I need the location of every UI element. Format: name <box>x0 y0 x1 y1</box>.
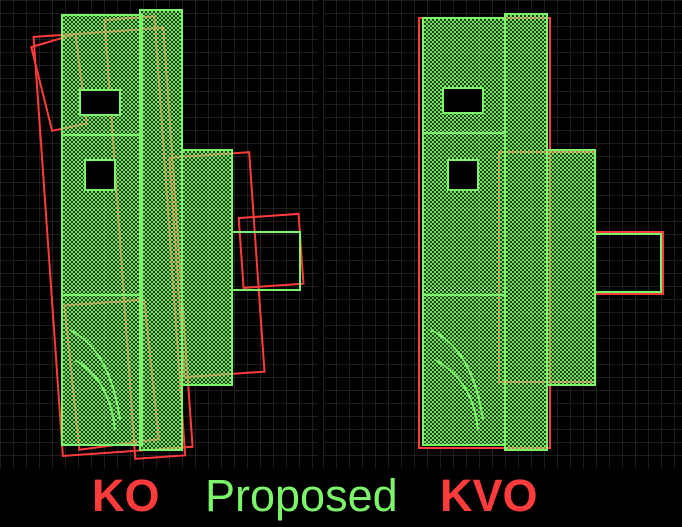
legend-proposed-label: Proposed <box>205 470 398 521</box>
legend-kvo-label: KVO <box>440 470 538 521</box>
map-panel-kvo <box>323 0 682 468</box>
map-ko-canvas <box>0 0 318 468</box>
panel-divider <box>318 0 323 468</box>
map-kvo-canvas <box>323 0 682 468</box>
proposed-map-right <box>422 13 662 451</box>
legend-bar: KO Proposed KVO <box>0 468 682 527</box>
proposed-map-left <box>61 9 301 451</box>
legend-ko-label: KO <box>92 470 160 521</box>
map-panel-ko <box>0 0 318 468</box>
